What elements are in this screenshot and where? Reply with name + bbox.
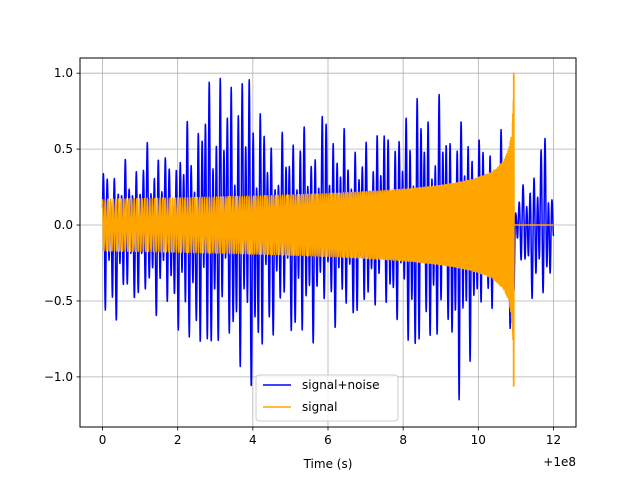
- legend: signal+noise signal: [255, 374, 399, 422]
- x-tick-label: 4: [249, 433, 257, 447]
- x-axis-offset-label: +1e8: [543, 455, 576, 469]
- x-tick-label: 2: [174, 433, 182, 447]
- axis-ticks: 0 2 4 6 8 10 12 −1.0 −0.5 0.0 0.5 1.0: [44, 66, 561, 447]
- legend-label-signal: signal: [302, 400, 338, 414]
- legend-box: [255, 374, 399, 422]
- y-tick-label: −1.0: [44, 370, 73, 384]
- x-axis-label: Time (s): [303, 457, 353, 471]
- series-line-signal: [101, 72, 555, 387]
- y-tick-label: 1.0: [54, 66, 73, 80]
- x-tick-label: 12: [546, 433, 561, 447]
- x-tick-label: 8: [399, 433, 407, 447]
- y-tick-label: −0.5: [44, 294, 73, 308]
- y-tick-label: 0.0: [54, 218, 73, 232]
- y-tick-label: 0.5: [54, 142, 73, 156]
- legend-label-signal-noise: signal+noise: [302, 378, 379, 392]
- x-tick-label: 6: [324, 433, 332, 447]
- x-tick-label: 10: [471, 433, 486, 447]
- plot-area: [101, 72, 555, 401]
- x-tick-label: 0: [99, 433, 107, 447]
